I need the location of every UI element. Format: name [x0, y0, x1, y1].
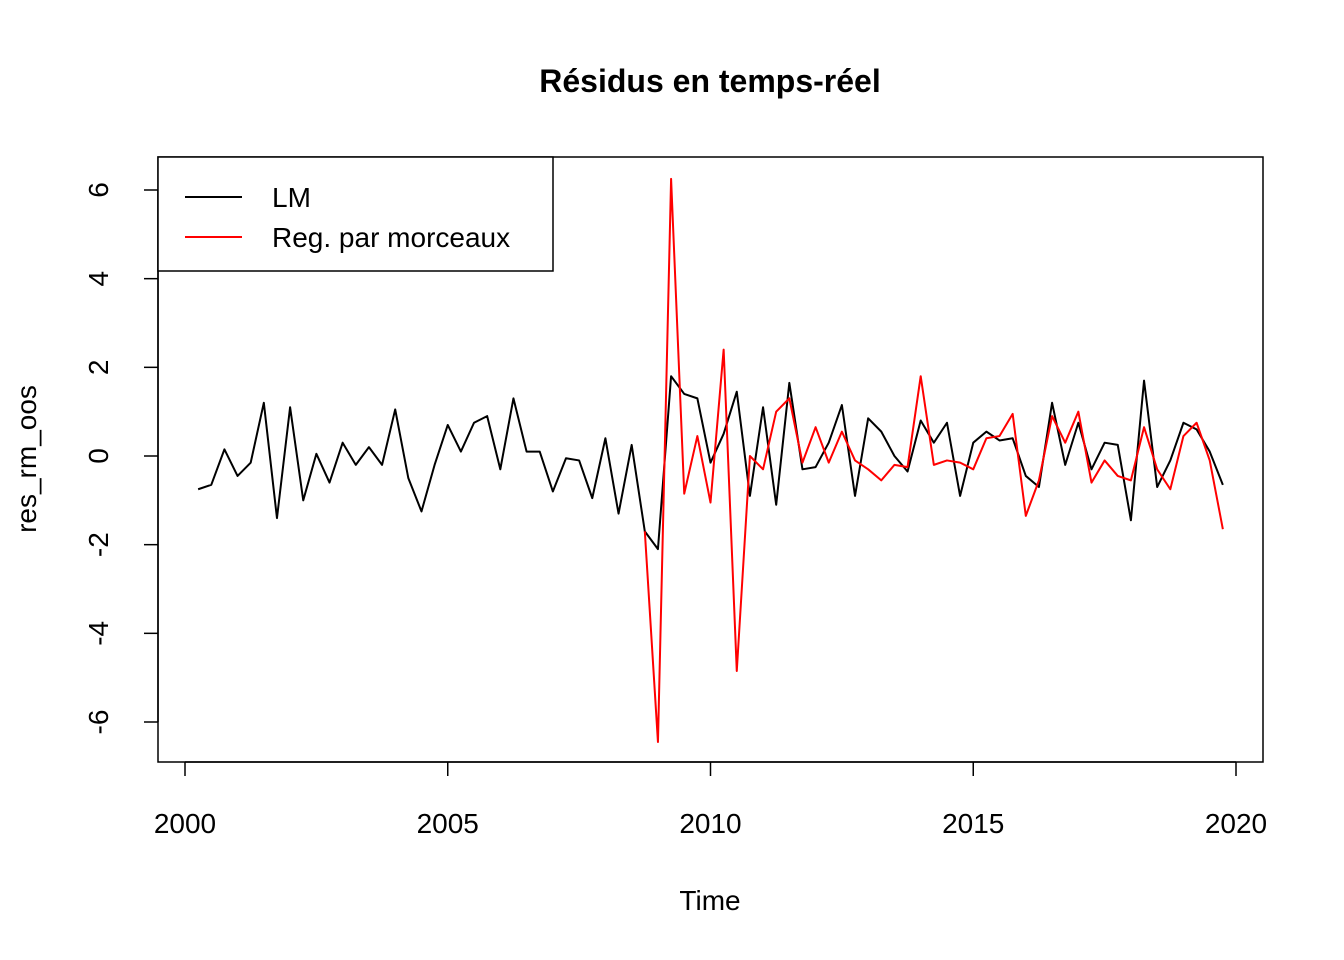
x-axis-label: Time — [679, 885, 740, 916]
y-tick-label: -6 — [83, 710, 114, 735]
x-tick-label: 2005 — [417, 808, 479, 839]
chart-title: Résidus en temps-réel — [539, 63, 880, 99]
legend: LM Reg. par morceaux — [157, 156, 554, 272]
series-line-lm — [197, 375, 1224, 551]
x-axis: 2000 2005 2010 2015 2020 — [154, 761, 1267, 839]
x-tick-label: 2000 — [154, 808, 216, 839]
legend-box — [157, 156, 554, 272]
x-tick-label: 2010 — [679, 808, 741, 839]
y-tick-label: 6 — [83, 182, 114, 198]
y-tick-label: -4 — [83, 621, 114, 646]
series-layer — [197, 177, 1224, 743]
x-tick-label: 2015 — [942, 808, 1004, 839]
y-tick-label: 4 — [83, 271, 114, 287]
legend-label: Reg. par morceaux — [272, 222, 510, 253]
x-tick-label: 2020 — [1205, 808, 1267, 839]
y-axis-label: res_rm_oos — [11, 385, 42, 533]
y-tick-label: -2 — [83, 532, 114, 557]
series-line-reg-par-morceaux — [643, 177, 1224, 743]
y-tick-label: 2 — [83, 360, 114, 376]
y-tick-label: 0 — [83, 448, 114, 464]
legend-label: LM — [272, 182, 311, 213]
y-axis: -6 -4 -2 0 2 4 6 — [83, 182, 159, 735]
